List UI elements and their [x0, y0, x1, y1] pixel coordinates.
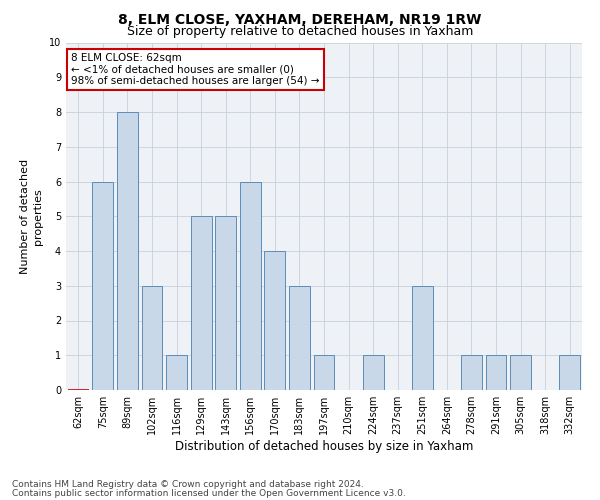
- Bar: [191, 216, 212, 390]
- Y-axis label: Number of detached
properties: Number of detached properties: [20, 158, 43, 274]
- Bar: [142, 286, 163, 390]
- Text: 8 ELM CLOSE: 62sqm
← <1% of detached houses are smaller (0)
98% of semi-detached: 8 ELM CLOSE: 62sqm ← <1% of detached hou…: [71, 53, 320, 86]
- Text: Contains HM Land Registry data © Crown copyright and database right 2024.: Contains HM Land Registry data © Crown c…: [12, 480, 364, 489]
- Bar: [289, 286, 310, 390]
- Bar: [166, 355, 187, 390]
- Bar: [510, 355, 531, 390]
- Bar: [265, 251, 286, 390]
- Bar: [461, 355, 482, 390]
- Bar: [362, 355, 383, 390]
- Bar: [240, 182, 261, 390]
- Bar: [412, 286, 433, 390]
- Text: Size of property relative to detached houses in Yaxham: Size of property relative to detached ho…: [127, 25, 473, 38]
- Bar: [117, 112, 138, 390]
- Bar: [314, 355, 334, 390]
- X-axis label: Distribution of detached houses by size in Yaxham: Distribution of detached houses by size …: [175, 440, 473, 453]
- Bar: [92, 182, 113, 390]
- Text: 8, ELM CLOSE, YAXHAM, DEREHAM, NR19 1RW: 8, ELM CLOSE, YAXHAM, DEREHAM, NR19 1RW: [118, 12, 482, 26]
- Text: Contains public sector information licensed under the Open Government Licence v3: Contains public sector information licen…: [12, 488, 406, 498]
- Bar: [485, 355, 506, 390]
- Bar: [215, 216, 236, 390]
- Bar: [559, 355, 580, 390]
